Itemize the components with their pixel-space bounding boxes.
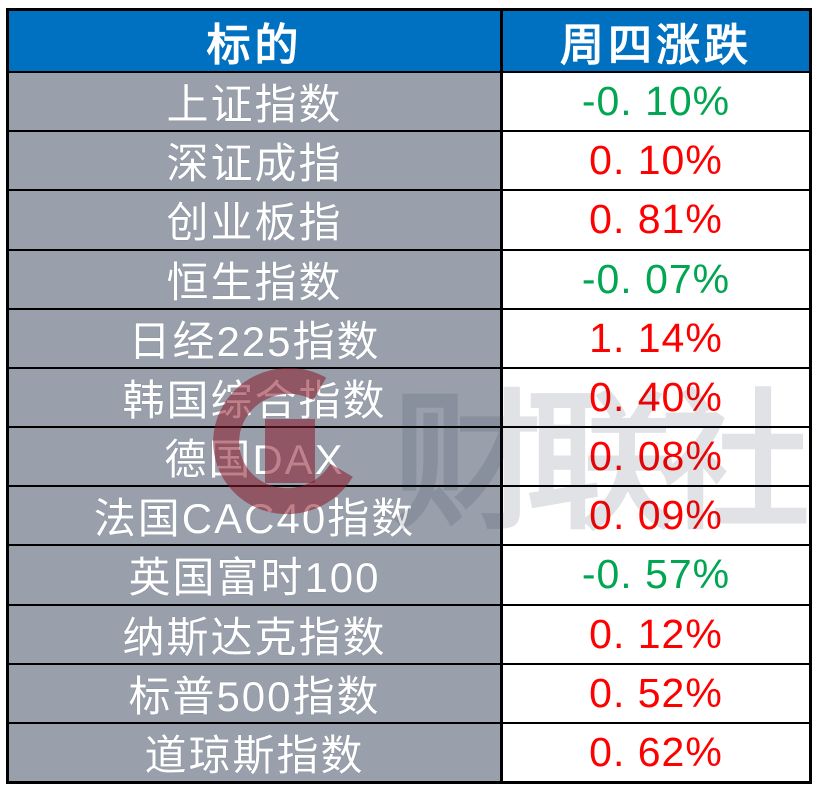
table-row: 创业板指 0. 81% xyxy=(9,189,809,249)
table-row: 道琼斯指数 0. 62% xyxy=(9,721,809,782)
change-value-cell: 0. 09% xyxy=(503,487,809,545)
table-row: 韩国综合指数 0. 40% xyxy=(9,366,809,427)
table-row: 日经225指数 1. 14% xyxy=(9,307,809,367)
index-name-cell: 深证成指 xyxy=(9,132,503,190)
index-name-cell: 恒生指数 xyxy=(9,250,503,308)
header-cell-target: 标的 xyxy=(9,11,503,71)
table-row: 标普500指数 0. 52% xyxy=(9,662,809,722)
table-row: 恒生指数 -0. 07% xyxy=(9,248,809,308)
table-row: 上证指数 -0. 10% xyxy=(9,71,809,131)
change-value-cell: 0. 40% xyxy=(503,368,809,427)
table-body: 上证指数 -0. 10% 深证成指 0. 10% 创业板指 0. 81% 恒生指… xyxy=(9,71,809,782)
table-row: 英国富时100 -0. 57% xyxy=(9,544,809,604)
index-name-cell: 法国CAC40指数 xyxy=(9,487,503,545)
change-value-cell: -0. 57% xyxy=(503,546,809,604)
table-row: 德国DAX 0. 08% xyxy=(9,426,809,486)
change-value-cell: 0. 52% xyxy=(503,664,809,722)
table-row: 纳斯达克指数 0. 12% xyxy=(9,603,809,663)
change-value-cell: 0. 81% xyxy=(503,191,809,249)
index-name-cell: 上证指数 xyxy=(9,73,503,131)
header-row: 标的 周四涨跌 xyxy=(9,11,809,71)
change-value-cell: 0. 08% xyxy=(503,428,809,486)
change-value-cell: 0. 12% xyxy=(503,605,809,663)
index-name-cell: 创业板指 xyxy=(9,191,503,249)
change-value-cell: 1. 14% xyxy=(503,309,809,367)
index-name-cell: 标普500指数 xyxy=(9,664,503,722)
index-name-cell: 道琼斯指数 xyxy=(9,723,503,782)
table-row: 法国CAC40指数 0. 09% xyxy=(9,485,809,545)
index-name-cell: 英国富时100 xyxy=(9,546,503,604)
table-row: 深证成指 0. 10% xyxy=(9,130,809,190)
index-name-cell: 纳斯达克指数 xyxy=(9,605,503,663)
index-name-cell: 韩国综合指数 xyxy=(9,368,503,427)
change-value-cell: -0. 07% xyxy=(503,250,809,308)
change-value-cell: 0. 10% xyxy=(503,132,809,190)
change-value-cell: 0. 62% xyxy=(503,723,809,782)
index-name-cell: 日经225指数 xyxy=(9,309,503,367)
index-name-cell: 德国DAX xyxy=(9,428,503,486)
header-cell-thursday-change: 周四涨跌 xyxy=(560,21,752,70)
index-change-table: 标的 周四涨跌 上证指数 -0. 10% 深证成指 0. 10% 创业板指 0.… xyxy=(6,8,812,784)
change-value-cell: -0. 10% xyxy=(503,73,809,131)
